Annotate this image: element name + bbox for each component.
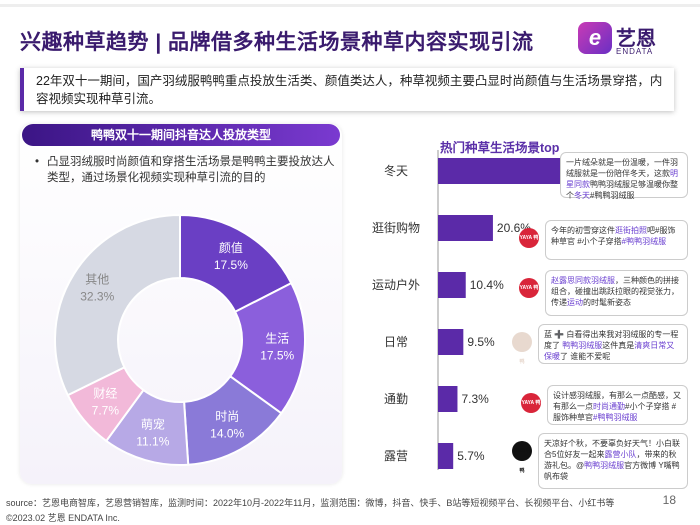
logo-mark: e: [578, 22, 612, 54]
bar-3: [438, 329, 464, 355]
avatar-icon: YAYA 鸭鸭: [512, 441, 532, 474]
bubble-text: #鸭鸭羽绒服: [593, 413, 638, 422]
bubble-text: ，三种颜色的拼接组合，碰撞出跳跃拉眼的视觉张力，传递: [551, 276, 679, 307]
source-note: source：艺恩电商智库，艺恩营销智库，监测时间：2022年10月-2022年…: [6, 498, 615, 508]
bubble-text: #鸭鸭羽绒服: [621, 237, 667, 246]
bar-value-3: 9.5%: [467, 335, 495, 349]
bubble-text: 鸭鸭羽绒服足够温暖你整个: [566, 180, 678, 200]
page-number: 18: [662, 493, 676, 507]
bar-category-3: 日常: [384, 335, 408, 349]
bar-0: [438, 158, 562, 184]
bar-category-2: 运动户外: [372, 277, 420, 292]
bubble-text: ，带来的秋游礼包。@: [544, 450, 677, 470]
bubble-text: #鸭鸭羽绒服: [590, 191, 635, 200]
bar-category-4: 通勤: [384, 392, 408, 406]
quote-bubble-2: 赵露思同款羽绒服，三种颜色的拼接组合，碰撞出跳跃拉眼的视觉张力，传递运动的时髦新…: [545, 270, 688, 316]
bar-1: [438, 215, 493, 241]
left-bullet: • 凸显羽绒服时尚颜值和穿搭生活场景是鸭鸭主要投放达人类型，通过场景化视频实现种…: [35, 154, 335, 186]
top-divider: [0, 4, 700, 7]
bar-category-1: 逛街购物: [372, 220, 420, 235]
bubble-text: 天凉好个秋，不要辜负好天气！小白联合5位好友一起来: [544, 439, 680, 459]
bar-value-5: 5.7%: [457, 449, 485, 463]
bubble-text: 明星同款: [566, 169, 678, 189]
bar-value-4: 7.3%: [461, 392, 489, 406]
bubble-text: 今年的初雪穿这件: [551, 226, 615, 235]
quote-bubble-4: 设计感羽绒服，有那么一点酷感，又有那么一点时尚通勤#小个子穿搭 #服饰种草官#鸭…: [547, 385, 688, 425]
bar-2: [438, 272, 466, 298]
donut-value-4: 7.7%: [92, 404, 120, 418]
donut-slice-5: [54, 213, 181, 397]
endata-logo: e 艺恩 ENDATA: [578, 20, 668, 62]
left-panel-heading: 鸭鸭双十一期间抖音达人投放类型: [22, 124, 340, 146]
donut-value-2: 14.0%: [210, 426, 244, 440]
bubble-text: 吧#服饰种草官 #小个子穿搭: [551, 226, 676, 246]
bubble-text: 一片绒朵就是一份温暖，一件羽绒服就是一份陪伴冬天，这款: [566, 158, 678, 178]
quote-bubble-1: 今年的初雪穿这件逛街拍照吧#服饰种草官 #小个子穿搭#鸭鸭羽绒服: [545, 220, 688, 260]
page-title: 兴趣种草趋势 | 品牌借多种生活场景种草内容实现引流: [20, 31, 534, 54]
bubble-text: 逛街拍照: [615, 226, 647, 235]
bubble-text: 鸭鸭羽绒服: [584, 461, 625, 470]
quote-bubble-5: 天凉好个秋，不要辜负好天气！小白联合5位好友一起来露营小队，带来的秋游礼包。@鸭…: [538, 433, 688, 489]
donut-value-5: 32.3%: [80, 289, 114, 303]
bar-category-0: 冬天: [384, 163, 408, 178]
avatar-icon: YAYA 鸭鸭: [519, 278, 539, 311]
bubble-text: 时尚通勤: [593, 402, 625, 411]
bubble-text: 赵露思同款羽绒服: [551, 276, 615, 285]
bubble-text: #小个子穿搭 #服饰种草官: [553, 402, 677, 422]
logo-chinese: 艺恩: [616, 28, 656, 50]
bar-5: [438, 443, 454, 469]
donut-label-2: 时尚: [215, 409, 239, 423]
donut-chart: 颜值 17.5% 生活 17.5% 时尚 14.0% 萌宠 11.1% 财经 7.7% 其他 32.3…: [54, 213, 306, 466]
bar-category-5: 露营: [384, 449, 408, 463]
bullet-text: 凸显羽绒服时尚颜值和穿搭生活场景是鸭鸭主要投放达人类型，通过场景化视频实现种草引…: [47, 156, 335, 184]
logo-english: ENDATA: [616, 47, 654, 56]
bar-4: [438, 386, 458, 412]
donut-label-3: 萌宠: [141, 417, 165, 432]
quote-bubble-0: 一片绒朵就是一份温暖，一件羽绒服就是一份陪伴冬天，这款明星同款鸭鸭羽绒服足够温暖…: [560, 152, 688, 200]
summary-box: 22年双十一期间，国产羽绒服鸭鸭重点投放生活类、颜值类达人，种草视频主要凸显时尚…: [20, 68, 674, 111]
right-panel-heading: 热门种草生活场景top: [440, 141, 560, 155]
bubble-text: 露营小队: [604, 450, 637, 459]
bubble-text: 鸭鸭羽绒服: [562, 341, 603, 350]
bar-chart: 冬天46.3%逛街购物20.6%运动户外10.4%日常9.5%通勤7.3%露营5…: [372, 150, 570, 470]
bubble-text: 的时髦新姿态: [583, 298, 631, 307]
copyright: ©2023.02 艺恩 ENDATA Inc.: [6, 513, 120, 523]
avatar-icon: YAYA 鸭鸭: [512, 332, 532, 365]
bubble-text: 冬天: [574, 191, 590, 200]
avatar-icon: YAYA 鸭鸭: [519, 228, 539, 261]
bar-value-2: 10.4%: [470, 278, 504, 292]
avatar-icon: YAYA 鸭鸭: [521, 393, 541, 426]
donut-value-0: 17.5%: [214, 258, 248, 272]
bubble-text: 运动: [567, 298, 583, 307]
donut-label-4: 财经: [93, 387, 117, 401]
donut-value-3: 11.1%: [136, 435, 169, 449]
bubble-text: 官方微博 Y嘴鸭帆布袋: [544, 461, 680, 481]
donut-label-5: 其他: [85, 272, 109, 286]
bubble-text: 了 谁能不爱呢: [560, 352, 611, 361]
bubble-text: 设计感羽绒服，有那么一点酷感，又有那么一点: [553, 391, 681, 411]
bubble-text: 清爽日常又保暖: [544, 341, 675, 361]
bullet-dot-icon: •: [35, 156, 40, 168]
bubble-text: 这件真是: [602, 341, 635, 350]
donut-label-1: 生活: [265, 331, 289, 345]
donut-label-0: 颜值: [219, 240, 243, 255]
bubble-text: 蓝 ➕ 白看得出来我对羽绒服的专一程度了: [544, 330, 679, 350]
donut-value-1: 17.5%: [260, 348, 294, 362]
summary-text: 22年双十一期间，国产羽绒服鸭鸭重点投放生活类、颜值类达人，种草视频主要凸显时尚…: [36, 74, 663, 106]
quote-bubble-3: 蓝 ➕ 白看得出来我对羽绒服的专一程度了 鸭鸭羽绒服这件真是清爽日常又保暖了 谁…: [538, 324, 688, 364]
